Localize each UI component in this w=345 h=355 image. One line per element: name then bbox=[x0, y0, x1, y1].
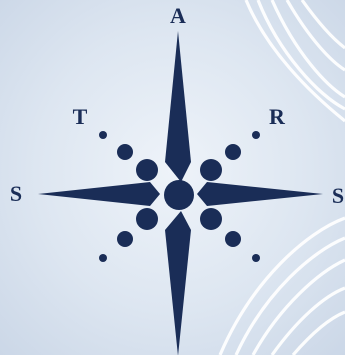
background-arcs bbox=[218, 0, 345, 355]
inner-dot-sw bbox=[136, 208, 158, 230]
middle-dot-ne bbox=[225, 144, 241, 160]
logo-letter-upper-left: T bbox=[72, 104, 88, 129]
logo-letter-top: A bbox=[170, 3, 186, 28]
outer-dot-ne bbox=[252, 131, 260, 139]
outer-dot-se bbox=[252, 254, 260, 262]
south-point bbox=[165, 211, 191, 355]
center-dot bbox=[164, 180, 194, 210]
compass-star bbox=[38, 31, 323, 355]
outer-dot-sw bbox=[99, 254, 107, 262]
inner-dot-se bbox=[200, 208, 222, 230]
middle-dot-sw bbox=[117, 231, 133, 247]
logo-letter-left: S bbox=[9, 181, 23, 206]
middle-dot-se bbox=[225, 231, 241, 247]
north-point bbox=[165, 31, 191, 182]
west-point bbox=[38, 182, 160, 206]
inner-dot-ne bbox=[200, 159, 222, 181]
logo-letter-right: S bbox=[331, 183, 345, 208]
east-point bbox=[197, 182, 323, 206]
logo-letter-upper-right: R bbox=[269, 104, 285, 129]
outer-dot-nw bbox=[99, 131, 107, 139]
inner-dot-nw bbox=[136, 159, 158, 181]
middle-dot-nw bbox=[117, 144, 133, 160]
